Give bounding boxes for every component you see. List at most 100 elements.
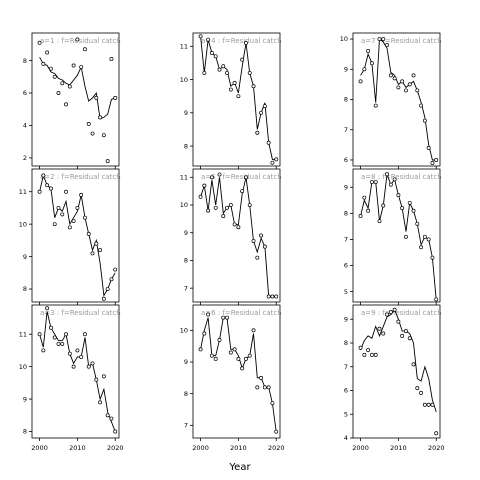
y-tick-label: 9 — [344, 65, 348, 73]
observed-point — [98, 400, 103, 405]
observed-point — [71, 218, 76, 223]
observed-point — [98, 115, 103, 120]
observed-point — [426, 237, 431, 242]
observed-point — [369, 61, 374, 66]
observed-point — [94, 95, 99, 100]
y-tick-label: 8 — [23, 428, 27, 436]
observed-point — [202, 70, 207, 75]
observed-point — [71, 364, 76, 369]
observed-point — [101, 296, 106, 301]
observed-point — [266, 385, 271, 390]
observed-point — [221, 315, 226, 320]
panel-3: a=3 : f=Residual catch 8 9 10 11 2000 2010 2020 — [19, 304, 123, 452]
observed-point — [366, 208, 371, 213]
observed-point — [37, 40, 42, 45]
x-tick-label: 2010 — [390, 444, 407, 452]
observed-point — [407, 336, 412, 341]
observed-point — [244, 356, 248, 361]
observed-point — [385, 312, 389, 317]
observed-point — [109, 277, 114, 282]
observed-point — [358, 79, 363, 84]
observed-point — [262, 385, 267, 390]
observed-point — [94, 241, 99, 246]
observed-point — [209, 353, 214, 358]
observed-point — [109, 416, 114, 421]
observed-point — [105, 413, 110, 418]
observed-point — [404, 88, 408, 93]
panel-frame — [352, 304, 441, 439]
observed-point — [236, 225, 241, 230]
observed-point — [228, 350, 233, 355]
observed-point — [109, 57, 114, 61]
observed-point — [400, 79, 405, 84]
y-tick-label: 4 — [344, 434, 348, 442]
observed-point — [79, 193, 84, 197]
observed-point — [48, 325, 53, 330]
panel-frame — [192, 304, 281, 439]
observed-point — [213, 205, 218, 210]
observed-point — [240, 57, 245, 62]
observed-point — [98, 248, 103, 253]
fitted-line — [39, 57, 116, 120]
observed-point — [377, 37, 382, 41]
observed-point — [56, 91, 61, 95]
observed-point — [90, 131, 95, 136]
observed-point — [64, 102, 68, 107]
x-tick-label: 2000 — [352, 444, 369, 452]
observed-point — [64, 189, 68, 194]
observed-point — [385, 43, 389, 48]
observed-point — [225, 315, 229, 320]
observed-point — [358, 345, 363, 350]
observed-point — [41, 61, 46, 66]
x-tick-label: 2020 — [268, 444, 285, 452]
observed-point — [434, 158, 439, 162]
observed-point — [411, 362, 416, 367]
y-tick-label: 11 — [180, 43, 188, 51]
observed-point — [404, 329, 408, 334]
observed-point — [255, 130, 260, 135]
fitted-line — [39, 311, 116, 432]
observed-point — [259, 233, 264, 238]
y-tick-label: 10 — [19, 220, 27, 228]
observed-point — [206, 208, 211, 213]
panel-frame — [352, 32, 441, 167]
observed-point — [79, 354, 84, 359]
observed-point — [202, 183, 207, 188]
observed-point — [415, 386, 420, 391]
y-tick-label: 8 — [344, 339, 348, 347]
observed-point — [366, 49, 371, 54]
observed-point — [266, 294, 271, 299]
observed-point — [90, 251, 95, 256]
y-tick-label: 8 — [184, 257, 188, 265]
observed-point — [45, 50, 50, 55]
observed-point — [396, 193, 401, 198]
observed-point — [225, 205, 229, 210]
fitted-line — [360, 38, 437, 161]
panel-title: a=7 : f=Residual catch — [361, 37, 442, 45]
observed-point — [381, 203, 386, 208]
observed-point — [75, 205, 80, 210]
y-tick-label: 7 — [344, 236, 348, 244]
y-tick-label: 10 — [340, 35, 348, 43]
x-axis-title: Year — [228, 462, 251, 473]
observed-point — [251, 328, 256, 333]
y-tick-label: 8 — [23, 57, 27, 65]
observed-point — [422, 402, 427, 407]
observed-point — [251, 84, 256, 89]
observed-point — [270, 294, 275, 299]
observed-point — [75, 348, 80, 353]
observed-point — [83, 332, 87, 337]
observed-point — [369, 352, 374, 357]
observed-point — [262, 104, 267, 109]
observed-point — [400, 206, 405, 211]
fitted-line — [39, 173, 116, 297]
observed-point — [236, 94, 241, 99]
observed-point — [228, 87, 233, 92]
panel-frame — [192, 168, 281, 303]
panel-title: a=2 : f=Residual catch — [40, 173, 121, 181]
observed-point — [247, 70, 252, 75]
panel-title: a=1 : f=Residual catch — [40, 37, 121, 45]
observed-point — [94, 377, 99, 382]
observed-point — [274, 294, 279, 299]
